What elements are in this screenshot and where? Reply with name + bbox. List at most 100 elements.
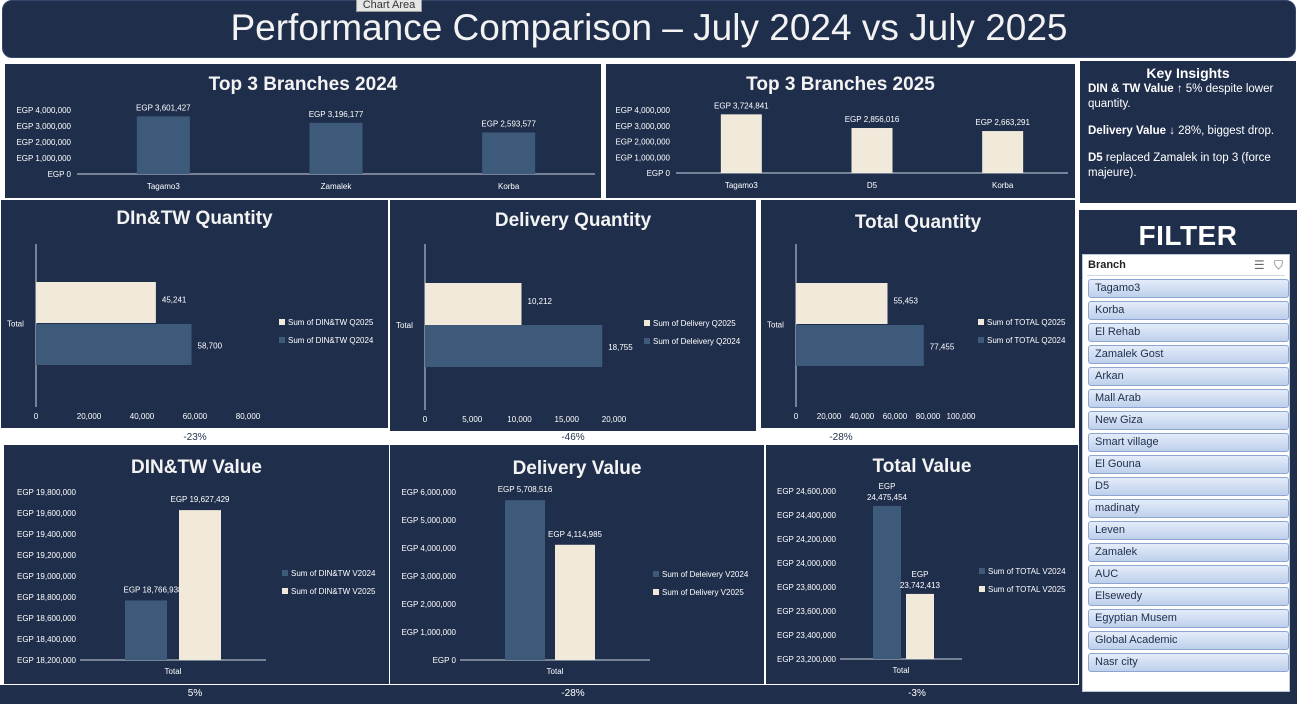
data-label: 23,742,413 [900,581,941,590]
insight-text: ↑ 5% despite lower quantity. [1088,83,1274,110]
y-tick-label: EGP 3,000,000 [16,122,71,131]
slicer-item[interactable]: Korba [1088,301,1289,320]
slicer-item[interactable]: Nasr city [1088,653,1289,672]
slicer-item[interactable]: Arkan [1088,367,1289,386]
bar [555,544,595,660]
filter-title: FILTER [1138,220,1238,251]
top3-2025-chart-panel[interactable]: Top 3 Branches 2025 EGP 0 EGP 1,000,000 EG… [605,63,1076,199]
tot-val-change: -3% [908,688,926,699]
legend-label: Sum of DIN&TW Q2025 [288,318,374,327]
y-tick-label: EGP 1,000,000 [401,628,456,637]
x-tick-label: 0 [34,412,39,421]
data-label: EGP 3,196,177 [309,110,364,119]
data-label: EGP 18,766,938 [123,585,183,594]
chart-title: Delivery Value [512,458,642,479]
data-label: 24,475,454 [867,493,908,502]
tot-qty-chart: 0 20,000 40,000 60,000 80,000 100,000 Total 55,… [767,244,1066,421]
y-tick-label: EGP 19,800,000 [17,488,77,497]
bar [125,600,167,660]
y-tick-label: EGP 6,000,000 [401,488,456,497]
slicer-item[interactable]: AUC [1088,565,1289,584]
data-label: 77,455 [930,343,955,352]
data-label: 45,241 [162,296,187,305]
din-qty-change: -23% [183,432,207,443]
branch-slicer[interactable]: Branch ☰ ⛉ Tagamo3 Korba El Rehab Zamalek G… [1082,254,1290,692]
slicer-item[interactable]: D5 [1088,477,1289,496]
del-val-chart-panel[interactable]: Delivery Value EGP 0 EGP 1,000,000 EGP 2,0… [389,444,765,685]
bar [425,283,522,325]
bar [136,116,190,174]
category-label: Zamalek [321,182,353,191]
category-label: D5 [867,181,878,190]
slicer-item[interactable]: Zamalek Gost [1088,345,1289,364]
y-tick-label: EGP 4,000,000 [401,544,456,553]
legend-swatch [979,586,985,592]
y-tick-label: EGP 0 [433,656,457,665]
y-tick-label: EGP 23,800,000 [777,583,837,592]
legend-label: Sum of TOTAL V2024 [988,567,1066,576]
x-tick-label: 15,000 [555,415,580,424]
tot-qty-chart-panel[interactable]: Total Quantity 0 20,000 40,000 60,000 80,000… [760,199,1076,429]
slicer-item[interactable]: El Rehab [1088,323,1289,342]
din-qty-chart-panel[interactable]: DIn&TW Quantity 0 20,000 40,000 60,000 80,00… [0,199,389,429]
legend-label: Sum of Deleivery V2024 [662,570,749,579]
y-tick-label: EGP 24,600,000 [777,487,837,496]
del-qty-chart-panel[interactable]: Delivery Quantity 0 5,000 10,000 15,000 20,0… [389,199,757,432]
slicer-item[interactable]: madinaty [1088,499,1289,518]
chart-title: Delivery Quantity [494,210,652,231]
insight-text: replaced Zamalek in top 3 (force majeure… [1088,152,1271,179]
y-tick-label: EGP 18,400,000 [17,635,77,644]
x-tick-label: 40,000 [850,412,875,421]
legend-swatch [282,588,288,594]
bar [851,128,893,173]
category-label: Total [165,667,182,676]
insight-item: Delivery Value ↓ 28%, biggest drop. [1088,124,1288,139]
slicer-item[interactable]: Egyptian Musem [1088,609,1289,628]
legend-swatch [279,319,285,325]
y-tick-label: EGP 19,600,000 [17,509,77,518]
del-val-change: -28% [561,688,585,699]
multi-select-icon[interactable]: ☰ [1253,258,1265,272]
data-label: 55,453 [893,297,918,306]
bar [906,593,934,659]
bar [720,114,762,173]
x-tick-label: 60,000 [183,412,208,421]
slicer-item[interactable]: Smart village [1088,433,1289,452]
y-tick-label: EGP 0 [48,170,72,179]
tot-val-chart-panel[interactable]: Total Value EGP 23,200,000 EGP 23,400,000… [765,444,1079,685]
top3-2024-chart-panel[interactable]: Top 3 Branches 2024 EGP 0 EGP 1,000,000 EG… [4,63,602,199]
x-tick-label: 20,000 [817,412,842,421]
y-tick-label: EGP 23,200,000 [777,655,837,664]
x-tick-label: 40,000 [130,412,155,421]
chart-title: Total Value [872,456,972,477]
top3-2025-chart: EGP 0 EGP 1,000,000 EGP 2,000,000 EGP 3,000… [615,101,1068,190]
legend-label: Sum of DIN&TW V2025 [291,587,376,596]
slicer-item[interactable]: Leven [1088,521,1289,540]
slicer-item[interactable]: Tagamo3 [1088,279,1289,298]
y-tick-label: EGP 18,200,000 [17,656,77,665]
din-val-chart-panel[interactable]: DIN&TW Value EGP 18,200,000 EGP 18,400,00… [3,444,390,685]
slicer-item[interactable]: Global Academic [1088,631,1289,650]
slicer-item[interactable]: Mall Arab [1088,389,1289,408]
x-tick-label: 0 [423,415,428,424]
y-tick-label: EGP 1,000,000 [615,153,670,162]
y-tick-label: EGP 4,000,000 [16,106,71,115]
legend-label: Sum of Delivery Q2025 [653,319,736,328]
bar [36,324,192,365]
bar [873,505,901,659]
category-label: Tagamo3 [147,182,180,191]
title-bar: Performance Comparison – July 2024 vs Ju… [2,0,1296,58]
legend-label: Sum of Deleivery Q2024 [653,337,741,346]
legend-swatch [979,568,985,574]
legend-label: Sum of TOTAL V2025 [988,585,1066,594]
slicer-item[interactable]: El Gouna [1088,455,1289,474]
clear-filter-icon[interactable]: ⛉ [1273,258,1283,272]
y-tick-label: EGP 2,000,000 [401,600,456,609]
y-tick-label: EGP 1,000,000 [16,154,71,163]
y-tick-label: EGP 18,800,000 [17,593,77,602]
slicer-item[interactable]: Elsewedy [1088,587,1289,606]
legend-swatch [279,337,285,343]
insight-subject: D5 [1088,152,1103,164]
slicer-item[interactable]: Zamalek [1088,543,1289,562]
slicer-item[interactable]: New Giza [1088,411,1289,430]
